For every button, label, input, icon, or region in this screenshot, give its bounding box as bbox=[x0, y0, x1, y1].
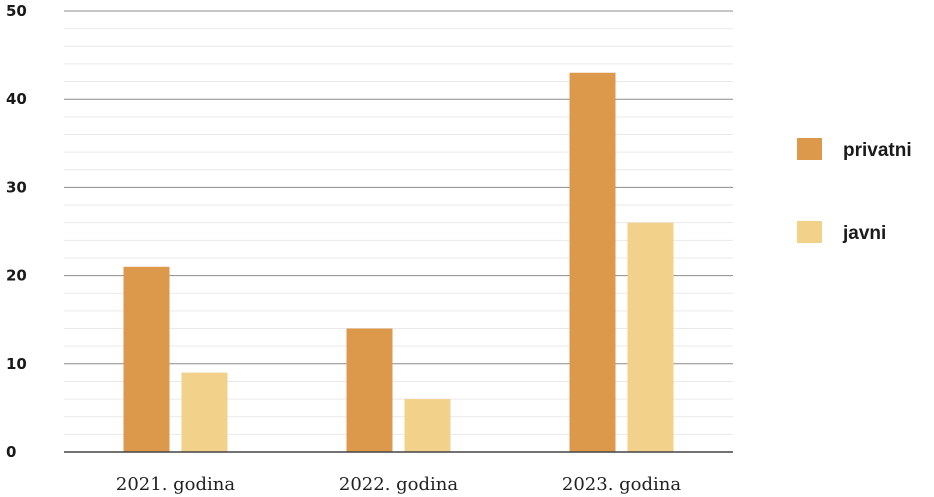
y-tick-label: 30 bbox=[6, 178, 27, 196]
legend-label-privatni: privatni bbox=[843, 140, 912, 161]
y-axis-tick-labels: 0 10 20 30 40 50 bbox=[6, 2, 27, 461]
legend-swatch-javni bbox=[797, 221, 822, 243]
bar-privatni-2 bbox=[569, 72, 616, 453]
y-tick-label: 20 bbox=[6, 267, 27, 285]
gridlines bbox=[64, 10, 733, 435]
bar-javni-2 bbox=[627, 222, 674, 452]
bars bbox=[123, 72, 674, 453]
legend-label-javni: javni bbox=[842, 223, 886, 244]
legend: privatni javni bbox=[797, 138, 912, 244]
y-tick-label: 10 bbox=[6, 355, 27, 373]
legend-swatch-privatni bbox=[797, 138, 822, 160]
x-tick-label: 2021. godina bbox=[116, 474, 235, 495]
bar-privatni-0 bbox=[123, 266, 170, 452]
x-tick-label: 2023. godina bbox=[562, 474, 681, 495]
bar-javni-0 bbox=[181, 372, 228, 452]
bar-privatni-1 bbox=[346, 328, 393, 452]
x-tick-label: 2022. godina bbox=[339, 474, 458, 495]
y-tick-label: 0 bbox=[6, 443, 16, 461]
bar-javni-1 bbox=[404, 399, 451, 452]
x-axis-tick-labels: 2021. godina 2022. godina 2023. godina bbox=[116, 474, 681, 495]
y-tick-label: 50 bbox=[6, 2, 27, 20]
y-tick-label: 40 bbox=[6, 90, 27, 108]
